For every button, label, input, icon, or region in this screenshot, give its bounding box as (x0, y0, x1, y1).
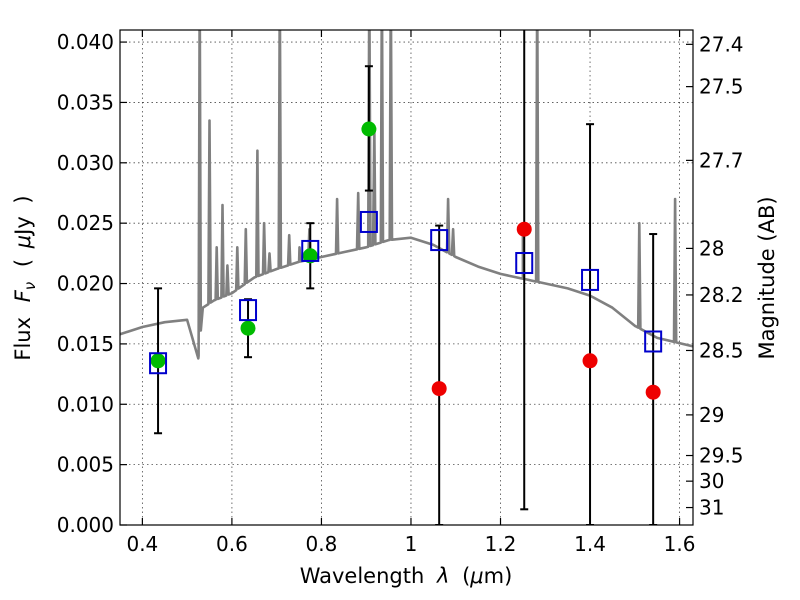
observed-flux-point (240, 320, 256, 336)
x-tick-label: 1.6 (664, 532, 696, 556)
y-tick-label: 0.005 (57, 453, 114, 477)
y-tick-label: 0.000 (57, 513, 114, 537)
x-tick-label: 0.6 (216, 532, 248, 556)
upper-limit-point (582, 353, 598, 369)
x-tick-label: 0.8 (306, 532, 338, 556)
upper-limit-point (645, 384, 661, 400)
observed-flux-point (150, 353, 166, 369)
y2-tick-label: 30 (699, 469, 724, 493)
y-tick-label: 0.030 (57, 151, 114, 175)
y-tick-label: 0.040 (57, 30, 114, 54)
y-tick-label: 0.015 (57, 332, 114, 356)
synthetic-flux-square (301, 239, 320, 262)
upper-limit-point (516, 221, 532, 237)
data-points-layer (149, 30, 663, 525)
y-tick-label: 0.035 (57, 90, 114, 114)
synthetic-flux-square (239, 299, 258, 322)
y2-tick-label: 28.2 (699, 283, 744, 307)
x-tick-label: 1 (405, 532, 418, 556)
y-tick-label: 0.010 (57, 392, 114, 416)
observed-flux-point (361, 121, 377, 137)
grid (120, 30, 693, 526)
x-tick-label: 0.4 (126, 532, 158, 556)
y2-tick-label: 31 (699, 496, 724, 520)
y-tick-label: 0.025 (57, 211, 114, 235)
synthetic-flux-square (149, 352, 168, 375)
x-tick-label: 1.4 (574, 532, 606, 556)
y2-tick-label: 27.5 (699, 75, 744, 99)
y2-tick-label: 27.4 (699, 32, 744, 56)
y-tick-label: 0.020 (57, 272, 114, 296)
x-axis-label: Wavelength λ (μm) (300, 564, 513, 588)
y2-tick-label: 29.5 (699, 444, 744, 468)
y2-tick-label: 29 (699, 403, 724, 427)
observed-flux-point (302, 248, 318, 264)
y2-tick-label: 27.7 (699, 148, 744, 172)
plot-frame (119, 29, 694, 526)
x-tick-label: 1.2 (485, 532, 517, 556)
model-spectrum-line (120, 30, 693, 360)
axis-ticks: 0.4 0.6 0.8 1 1.2 1.4 1.6 0.000 0.005 0.010 0.015 0… (57, 30, 744, 556)
synthetic-flux-square (581, 268, 600, 291)
synthetic-flux-square (359, 210, 378, 233)
y2-tick-label: 28.5 (699, 338, 744, 362)
synthetic-flux-square (644, 330, 663, 353)
synthetic-flux-square (430, 229, 449, 252)
upper-limit-point (431, 381, 447, 397)
y2-tick-label: 28 (699, 236, 724, 260)
y2-axis-label: Magnitude (AB) (755, 196, 779, 359)
synthetic-flux-square (515, 252, 534, 275)
model-spectrum-layer (120, 30, 693, 360)
y-axis-label: Flux Fν ( μJy ) (11, 195, 40, 360)
